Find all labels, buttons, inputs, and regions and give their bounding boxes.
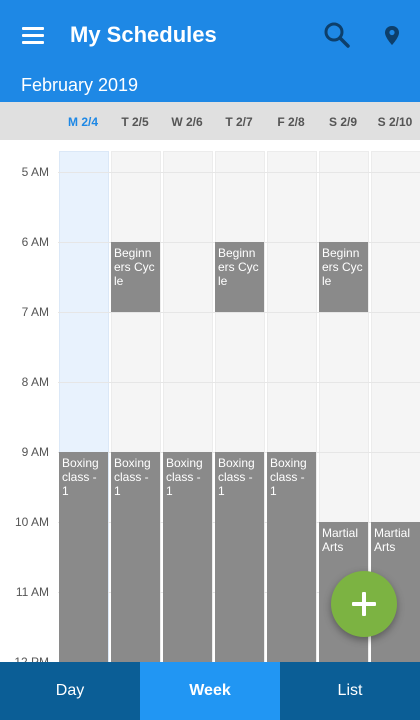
week-day-header: M 2/4 T 2/5 W 2/6 T 2/7 F 2/8 S 2/9 S 2/10 [0, 102, 420, 140]
event-block[interactable]: Boxing class - 1 [215, 452, 264, 662]
tab-list[interactable]: List [337, 682, 363, 699]
day-header-3[interactable]: T 2/7 [225, 115, 253, 129]
hour-label: 5 AM [21, 165, 49, 179]
hour-label: 11 AM [15, 585, 49, 599]
tab-week[interactable]: Week [140, 662, 280, 720]
hour-label: 8 AM [21, 375, 49, 389]
tab-day[interactable]: Day [55, 682, 85, 699]
event-block[interactable]: Boxing class - 1 [267, 452, 316, 662]
search-icon [324, 22, 350, 48]
search-button[interactable] [320, 18, 354, 52]
event-block[interactable]: Beginners Cycle [319, 242, 368, 312]
page-title: My Schedules [70, 22, 217, 47]
event-block[interactable]: Beginners Cycle [111, 242, 160, 312]
hour-gridline [58, 172, 420, 173]
day-header-4[interactable]: F 2/8 [277, 115, 305, 129]
day-header-5[interactable]: S 2/9 [328, 115, 358, 129]
hour-label: 9 AM [21, 445, 49, 459]
hour-label: 12 PM [14, 655, 49, 662]
event-block[interactable]: Beginners Cycle [215, 242, 264, 312]
month-label: February 2019 [21, 75, 139, 95]
app-bar: My Schedules February 2019 [0, 0, 420, 102]
day-header-1[interactable]: T 2/5 [121, 115, 149, 129]
event-block[interactable]: Boxing class - 1 [59, 452, 108, 662]
add-schedule-button[interactable] [331, 571, 397, 637]
event-block[interactable]: Boxing class - 1 [163, 452, 212, 662]
day-header-0[interactable]: M 2/4 [67, 115, 98, 129]
hour-gridline [58, 382, 420, 383]
hour-label: 7 AM [21, 305, 49, 319]
bottom-tab-bar: Day Week List [0, 662, 420, 720]
day-header-2[interactable]: W 2/6 [171, 115, 203, 129]
location-button[interactable] [378, 18, 406, 52]
event-block[interactable]: Boxing class - 1 [111, 452, 160, 662]
location-pin-icon [385, 26, 399, 45]
menu-button[interactable] [18, 20, 48, 50]
hour-label: 6 AM [21, 235, 49, 249]
hour-gridline [58, 312, 420, 313]
hour-label: 10 AM [14, 515, 49, 529]
day-header-6[interactable]: S 2/10 [377, 115, 413, 129]
